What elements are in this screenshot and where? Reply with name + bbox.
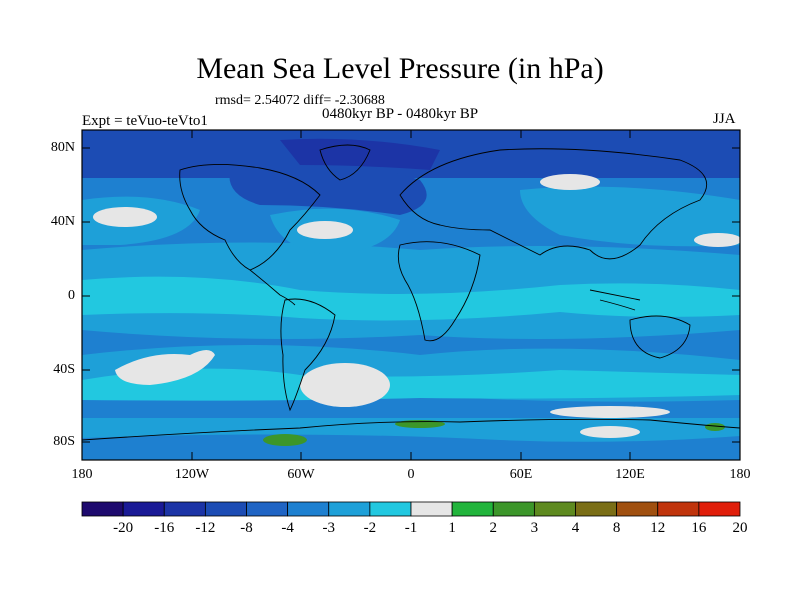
- colorbar-label: -20: [113, 520, 134, 536]
- colorbar-label: 3: [530, 520, 539, 536]
- colorbar-label: 12: [650, 520, 666, 536]
- lat-label-40s: 40S: [53, 362, 75, 377]
- colorbar-label: 16: [691, 520, 707, 536]
- colorbar-label: -8: [240, 520, 253, 536]
- coast-antarctica: [82, 418, 740, 441]
- lat-label-80s: 80S: [53, 434, 75, 449]
- pressure-field: [82, 130, 740, 460]
- colorbar-box: [657, 501, 700, 517]
- lon-label-60w: 60W: [287, 467, 315, 482]
- coast-europe-asia: [399, 148, 708, 260]
- lon-ticks: [81, 130, 741, 460]
- field-patch-asia: [540, 174, 600, 190]
- colorbar-box: [122, 501, 165, 517]
- field-patch-ant: [550, 406, 670, 418]
- field-patch-sa: [300, 363, 390, 407]
- field-patch-sp: [115, 350, 215, 385]
- colorbar-box: [246, 501, 289, 517]
- period-text: 0480kyr BP - 0480kyr BP: [322, 106, 479, 122]
- coast-north-america: [179, 164, 321, 271]
- colorbar-box: [163, 501, 206, 517]
- field-north-atlantic-low: [229, 162, 427, 215]
- colorbar-box: [204, 501, 247, 517]
- colorbar-box: [616, 501, 659, 517]
- colorbar-box: [410, 501, 453, 517]
- field-patch-np: [93, 207, 157, 227]
- field-patch-ant2: [580, 426, 640, 438]
- field-patch-na: [297, 221, 353, 239]
- colorbar-label: 1: [448, 520, 456, 536]
- lon-label-120e: 120E: [615, 467, 645, 482]
- colorbar-label: -12: [195, 520, 216, 536]
- lon-label-60e: 60E: [509, 467, 533, 482]
- lon-label-120w: 120W: [174, 467, 210, 482]
- lon-label-0: 0: [407, 467, 415, 482]
- colorbar-box: [369, 501, 412, 517]
- field-positive-3: [705, 423, 725, 431]
- lat-label-80n: 80N: [50, 140, 75, 155]
- coast-australia: [629, 315, 691, 359]
- lon-label-180w: 180: [71, 467, 93, 482]
- colorbar-box: [575, 501, 618, 517]
- colorbar-box: [698, 501, 741, 517]
- coast-greenland: [319, 144, 371, 181]
- colorbar-box: [492, 501, 535, 517]
- colorbar-label: 2: [489, 520, 498, 536]
- coastlines: [82, 144, 740, 441]
- coast-central-america: [249, 269, 296, 306]
- colorbar-box: [328, 501, 371, 517]
- colorbar-box: [533, 501, 576, 517]
- coast-indonesia: [589, 289, 641, 311]
- lat-label-40n: 40N: [50, 214, 75, 229]
- colorbar-label: -1: [404, 520, 418, 536]
- colorbar-box: [81, 501, 124, 517]
- field-antarctic-deep: [82, 434, 740, 460]
- colorbar-label: 4: [571, 520, 580, 536]
- colorbar-label: 8: [612, 520, 621, 536]
- lat-ticks: [82, 147, 740, 443]
- field-patch-wp: [694, 233, 740, 247]
- coast-africa: [397, 241, 481, 342]
- field-equator-pale: [82, 276, 740, 321]
- colorbar-label: -3: [322, 520, 336, 536]
- colorbar-label: -16: [154, 520, 175, 536]
- experiment-label: Expt = teVuo-teVto1: [82, 113, 208, 129]
- colorbar-label: 20: [732, 520, 748, 536]
- field-positive-1: [263, 434, 307, 446]
- chart-title: Mean Sea Level Pressure (in hPa): [196, 52, 604, 85]
- stats-text: rmsd= 2.54072 diff= -2.30688: [215, 93, 385, 108]
- field-greenland-low: [280, 138, 440, 170]
- colorbar-box: [287, 501, 330, 517]
- field-south-pale: [82, 368, 740, 401]
- coast-south-america: [280, 298, 336, 412]
- colorbar-box: [451, 501, 494, 517]
- lon-label-180e: 180: [729, 467, 751, 482]
- colorbar-label: -2: [363, 520, 377, 536]
- lat-label-eq: 0: [68, 288, 75, 303]
- season-label: JJA: [713, 111, 736, 127]
- colorbar-label: -4: [281, 520, 294, 536]
- field-asia-light: [520, 186, 740, 247]
- colorbar: [81, 501, 741, 517]
